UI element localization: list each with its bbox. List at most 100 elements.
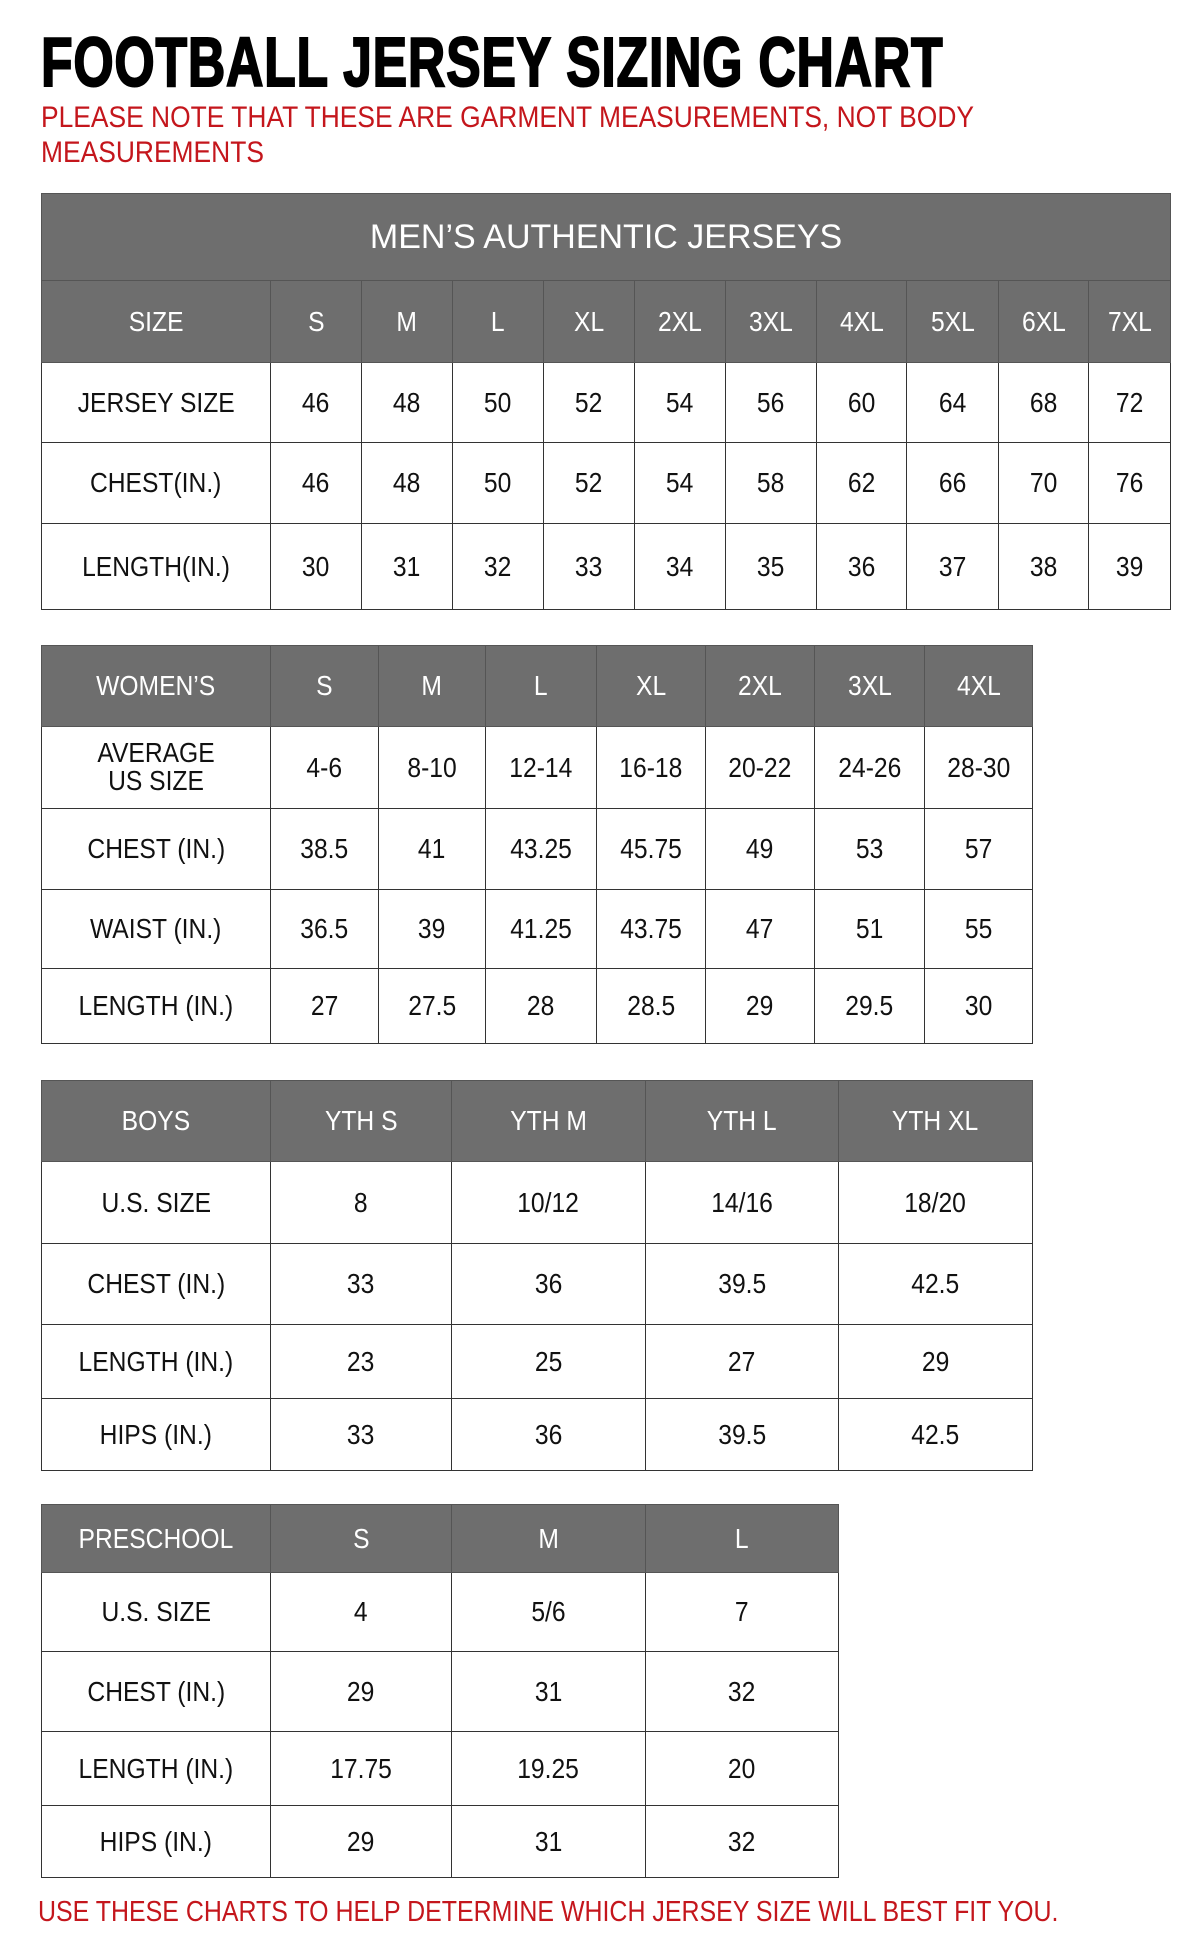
cell-value: 43.25 xyxy=(510,833,572,864)
cell-value: 29 xyxy=(347,1675,375,1707)
cell-value: 28-30 xyxy=(946,751,1011,783)
cell-value: 53 xyxy=(855,833,884,864)
boys-table: BOYS YTH S YTH M YTH L YTH XL U.S. SIZE 8 10/12… xyxy=(41,1080,1033,1471)
table-row: CHEST (IN.) 33 36 39.5 42.5 xyxy=(41,1243,1033,1325)
value-cell: YTH S xyxy=(270,1080,452,1162)
cell-value: 30 xyxy=(302,550,330,582)
row-label: U.S. SIZE xyxy=(101,1596,211,1627)
cell-value: 29 xyxy=(347,1825,375,1857)
row-label: AVERAGE US SIZE xyxy=(97,736,215,796)
cell-value: 4XL xyxy=(839,305,884,337)
value-cell: M xyxy=(361,280,453,363)
value-cell: 58 xyxy=(725,442,817,524)
value-cell: 47 xyxy=(705,889,815,969)
row-label-cell: SIZE xyxy=(41,280,271,363)
value-cell: 39.5 xyxy=(645,1398,839,1471)
cell-value: 30 xyxy=(964,990,993,1021)
table-row: U.S. SIZE 8 10/12 14/16 18/20 xyxy=(41,1161,1033,1244)
cell-value: 31 xyxy=(393,550,421,582)
cell-value: 8 xyxy=(354,1186,368,1218)
cell-value: 33 xyxy=(347,1418,375,1450)
cell-value: 32 xyxy=(728,1675,756,1707)
row-label: CHEST(IN.) xyxy=(90,467,222,498)
cell-value: 36 xyxy=(534,1418,563,1450)
cell-value: 4 xyxy=(354,1596,368,1627)
row-label: JERSEY SIZE xyxy=(77,386,235,418)
cell-value: XL xyxy=(573,305,605,337)
table-row: WAIST (IN.) 36.5 39 41.25 43.75 47 51 55 xyxy=(41,889,1033,969)
row-label: SIZE xyxy=(128,305,184,337)
value-cell: 24-26 xyxy=(814,726,925,809)
value-cell: 4XL xyxy=(816,280,907,363)
table-header-row: WOMEN’S S M L XL 2XL 3XL 4XL xyxy=(41,645,1033,727)
value-cell: 29.5 xyxy=(814,968,925,1044)
value-cell: 28 xyxy=(485,968,597,1044)
cell-value: 68 xyxy=(1029,386,1058,418)
cell-value: 72 xyxy=(1115,386,1144,418)
value-cell: 36 xyxy=(816,523,907,610)
value-cell: YTH M xyxy=(451,1080,646,1162)
cell-value: 38.5 xyxy=(300,833,349,864)
value-cell: S xyxy=(270,280,362,363)
value-cell: 34 xyxy=(634,523,726,610)
value-cell: 50 xyxy=(452,362,544,443)
table-row: JERSEY SIZE 46 48 50 52 54 56 60 64 68 72 xyxy=(41,362,1172,443)
value-cell: XL xyxy=(596,645,706,727)
table-row: AVERAGE US SIZE 4-6 8-10 12-14 16-18 20-22 24-… xyxy=(41,726,1033,809)
row-label-cell: JERSEY SIZE xyxy=(41,362,271,443)
cell-value: 37 xyxy=(938,550,967,582)
cell-value: S xyxy=(307,305,325,337)
value-cell: 30 xyxy=(924,968,1033,1044)
value-cell: 54 xyxy=(634,442,726,524)
cell-value: 28 xyxy=(527,990,555,1021)
row-label-cell: LENGTH (IN.) xyxy=(41,1731,271,1806)
table-caption: MEN’S AUTHENTIC JERSEYS xyxy=(40,193,1172,281)
value-cell: 29 xyxy=(270,1805,452,1878)
value-cell: 29 xyxy=(838,1324,1033,1399)
cell-value: 50 xyxy=(484,467,512,498)
table-row: CHEST (IN.) 38.5 41 43.25 45.75 49 53 57 xyxy=(41,808,1033,890)
table-row: HIPS (IN.) 29 31 32 xyxy=(41,1805,839,1878)
value-cell: 39.5 xyxy=(645,1243,839,1325)
cell-value: 39 xyxy=(418,913,446,944)
value-cell: 45.75 xyxy=(596,808,706,890)
value-cell: 33 xyxy=(270,1243,452,1325)
row-label: HIPS (IN.) xyxy=(99,1825,213,1857)
cell-value: 27 xyxy=(310,990,339,1021)
cell-value: 36 xyxy=(534,1268,563,1299)
value-cell: 46 xyxy=(270,362,362,443)
value-cell: 32 xyxy=(645,1651,839,1732)
cell-value: 33 xyxy=(347,1268,375,1299)
value-cell: 32 xyxy=(645,1805,839,1878)
cell-value: 62 xyxy=(847,467,876,498)
cell-value: 52 xyxy=(575,467,603,498)
cell-value: 36 xyxy=(847,550,876,582)
womens-table: WOMEN’S S M L XL 2XL 3XL 4XL AVERAGE US SIZE 4-6 8… xyxy=(41,645,1033,1044)
value-cell: 56 xyxy=(725,362,817,443)
cell-value: 39 xyxy=(1115,550,1144,582)
row-label-cell: PRESCHOOL xyxy=(41,1504,271,1573)
cell-value: 31 xyxy=(534,1825,563,1857)
cell-value: 39.5 xyxy=(718,1268,766,1299)
value-cell: 64 xyxy=(906,362,999,443)
value-cell: 41 xyxy=(378,808,486,890)
value-cell: YTH L xyxy=(645,1080,839,1162)
value-cell: XL xyxy=(543,280,635,363)
table-header-row: PRESCHOOL S M L xyxy=(41,1504,839,1573)
value-cell: 29 xyxy=(705,968,815,1044)
value-cell: 16-18 xyxy=(596,726,706,809)
cell-value: 56 xyxy=(757,386,785,418)
cell-value: 27 xyxy=(728,1345,756,1377)
value-cell: 66 xyxy=(906,442,999,524)
value-cell: 46 xyxy=(270,442,362,524)
value-cell: 27 xyxy=(645,1324,839,1399)
value-cell: 10/12 xyxy=(451,1161,646,1244)
row-label: LENGTH(IN.) xyxy=(82,550,230,582)
value-cell: 41.25 xyxy=(485,889,597,969)
value-cell: M xyxy=(378,645,486,727)
cell-value: 25 xyxy=(534,1345,563,1377)
value-cell: 36 xyxy=(451,1398,646,1471)
cell-value: 29.5 xyxy=(845,990,894,1021)
cell-value: 70 xyxy=(1029,467,1058,498)
cell-value: 4XL xyxy=(956,670,1001,701)
